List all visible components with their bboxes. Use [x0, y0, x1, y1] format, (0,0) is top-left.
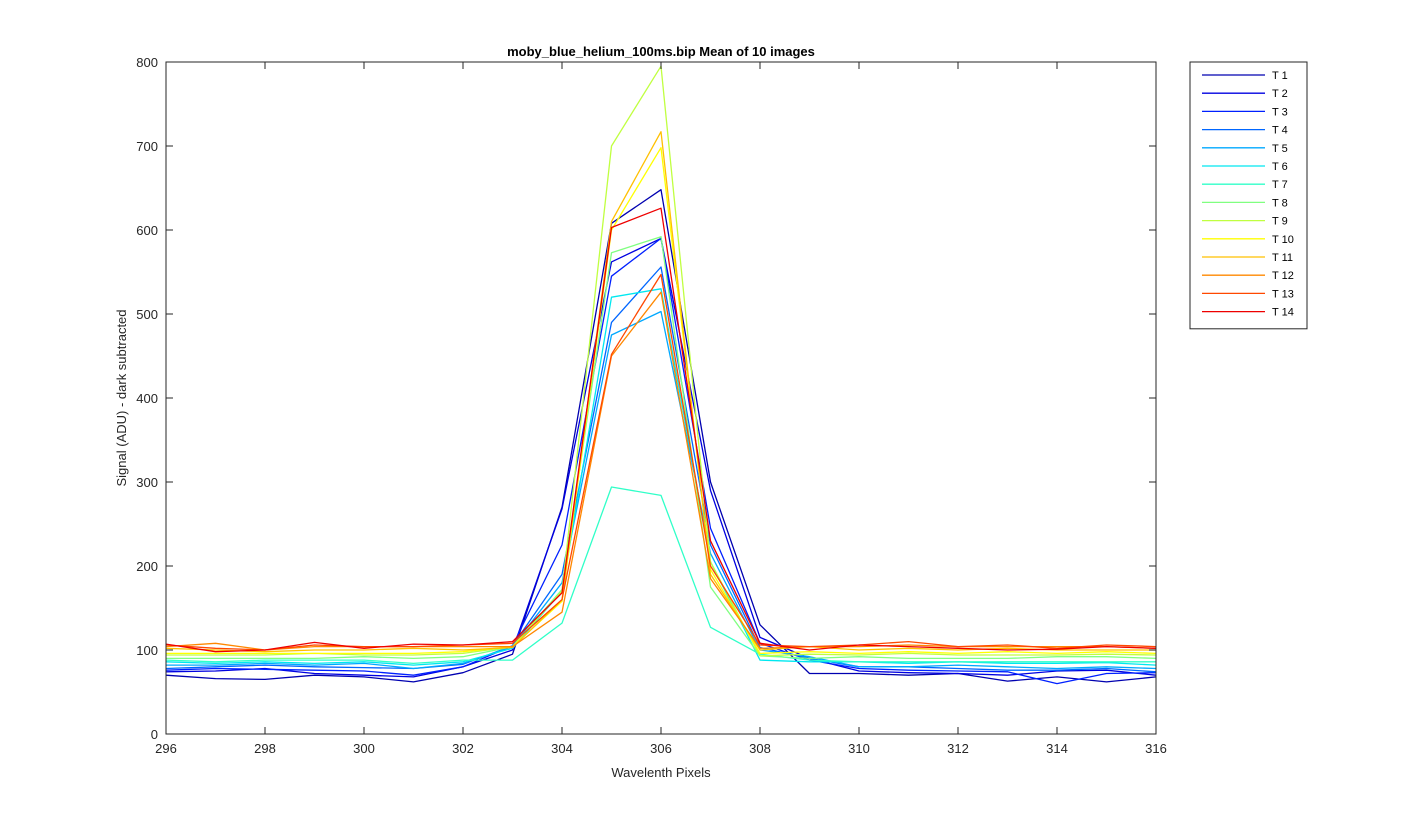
y-tick-label: 800	[136, 55, 158, 70]
x-tick-label: 304	[551, 741, 573, 756]
legend-label-10: T 10	[1272, 234, 1294, 246]
x-tick-label: 310	[848, 741, 870, 756]
x-tick-label: 306	[650, 741, 672, 756]
y-tick-label: 300	[136, 475, 158, 490]
y-tick-label: 0	[151, 727, 158, 742]
y-tick-label: 400	[136, 391, 158, 406]
legend-label-13: T 13	[1272, 288, 1294, 300]
series-line-10	[166, 147, 1157, 655]
series-line-13	[165, 273, 1157, 651]
legend-label-5: T 5	[1272, 143, 1288, 155]
legend-label-4: T 4	[1272, 125, 1288, 137]
series-line-6	[165, 288, 1157, 666]
y-tick-label: 100	[136, 643, 158, 658]
series-line-4	[165, 266, 1157, 673]
y-tick-label: 600	[136, 223, 158, 238]
y-tick-label: 200	[136, 559, 158, 574]
x-tick-label: 298	[254, 741, 276, 756]
series-line-5	[166, 310, 1157, 670]
legend-box	[1189, 61, 1308, 330]
x-axis-label: Wavelenth Pixels	[611, 765, 711, 780]
x-tick-label: 316	[1145, 741, 1167, 756]
x-tick-label: 314	[1046, 741, 1068, 756]
legend-label-1: T 1	[1272, 70, 1288, 82]
legend-label-3: T 3	[1272, 106, 1288, 118]
y-tick-label: 500	[136, 307, 158, 322]
legend-label-14: T 14	[1272, 307, 1294, 319]
legend-label-8: T 8	[1272, 197, 1288, 209]
legend: T 1 T 2 T 3 T 4 T 5 T 6 T 7 T 8 T 9 T 10 T 11 T 12 T…	[1189, 61, 1308, 330]
legend-label-2: T 2	[1272, 88, 1288, 100]
series-line-12	[165, 291, 1157, 651]
x-tick-label: 302	[452, 741, 474, 756]
legend-label-12: T 12	[1272, 270, 1294, 282]
series-line-1	[165, 189, 1157, 683]
legend-label-7: T 7	[1272, 179, 1288, 191]
x-tick-label: 308	[749, 741, 771, 756]
x-tick-label: 300	[353, 741, 375, 756]
series-line-14	[165, 207, 1157, 653]
y-axis-label: Signal (ADU) - dark subtracted	[114, 309, 129, 486]
legend-label-11: T 11	[1272, 252, 1293, 264]
x-tick-label: 296	[155, 741, 177, 756]
plot-area	[166, 62, 1156, 734]
series-line-8	[166, 236, 1157, 660]
series-line-7	[165, 486, 1156, 665]
legend-label-6: T 6	[1272, 161, 1288, 173]
x-tick-label: 312	[947, 741, 969, 756]
axes-layer: 296 298 300 302 304 306 308 310 312 314 316 0 100 200…	[136, 55, 1167, 756]
series-layer	[165, 65, 1157, 685]
legend-label-9: T 9	[1272, 216, 1288, 228]
chart-title: moby_blue_helium_100ms.bip Mean of 10 im…	[507, 44, 815, 59]
y-tick-label: 700	[136, 139, 158, 154]
